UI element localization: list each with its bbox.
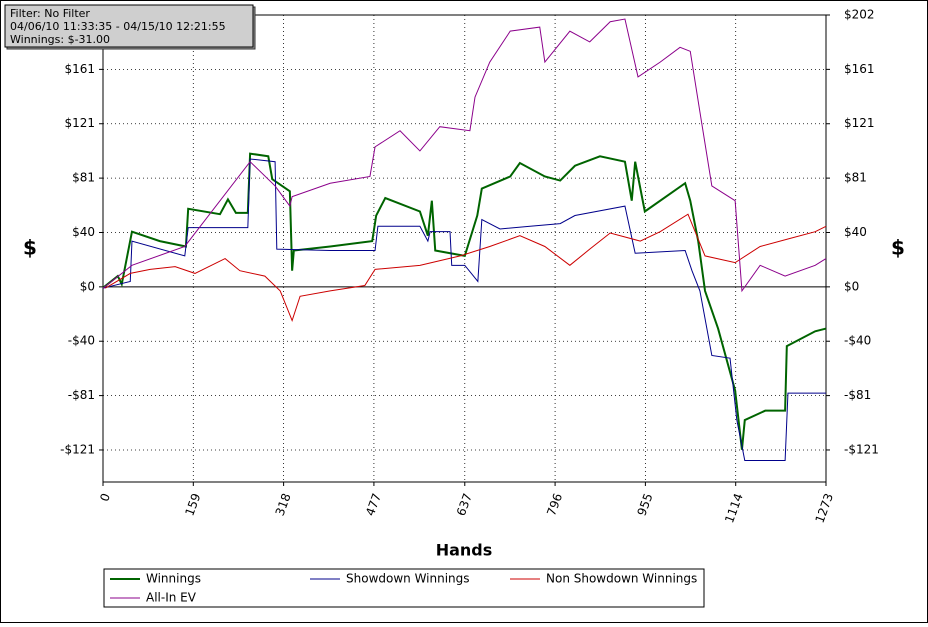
- legend-label: Winnings: [146, 572, 201, 586]
- y-axis-title: $: [23, 236, 37, 260]
- info-line: Filter: No Filter: [10, 7, 90, 20]
- y2-tick-label: -$121: [844, 442, 879, 456]
- y2-tick-label: $81: [844, 171, 867, 185]
- legend-label: Non Showdown Winnings: [546, 572, 697, 586]
- x-tick-label: 0: [97, 491, 113, 503]
- y-tick-label: $161: [64, 62, 95, 76]
- legend-label: All-In EV: [146, 591, 197, 605]
- info-line: 04/06/10 11:33:35 - 04/15/10 12:21:55: [10, 20, 226, 33]
- y-tick-label: -$81: [68, 388, 95, 402]
- y-tick-label: $40: [72, 225, 95, 239]
- y-tick-label: $0: [80, 279, 95, 293]
- y-tick-label: $81: [72, 171, 95, 185]
- y-tick-label: -$40: [68, 334, 95, 348]
- y2-tick-label: $0: [844, 279, 859, 293]
- series-line: [105, 213, 827, 322]
- info-line: Winnings: $-31.00: [10, 33, 110, 46]
- y2-tick-label: -$40: [844, 334, 871, 348]
- legend-label: Showdown Winnings: [346, 572, 470, 586]
- series-line: [102, 152, 827, 450]
- series-line: [102, 18, 827, 293]
- y2-axis-title: $: [891, 236, 905, 260]
- y-tick-label: -$121: [60, 442, 95, 456]
- y2-tick-label: $40: [844, 225, 867, 239]
- x-axis-title: Hands: [436, 541, 493, 560]
- y2-tick-label: $121: [844, 116, 875, 130]
- y2-tick-label: $161: [844, 62, 875, 76]
- series-line: [102, 158, 826, 461]
- y2-tick-label: $202: [844, 8, 875, 22]
- info-box-panel: [4, 4, 254, 48]
- y-tick-label: $121: [64, 116, 95, 130]
- info-box: Filter: No Filter 04/06/10 11:33:35 - 04…: [4, 4, 256, 50]
- y2-tick-label: -$81: [844, 388, 871, 402]
- legend-items: Winnings Showdown Winnings Non Showdown Wi…: [110, 572, 697, 605]
- legend: [103, 568, 705, 608]
